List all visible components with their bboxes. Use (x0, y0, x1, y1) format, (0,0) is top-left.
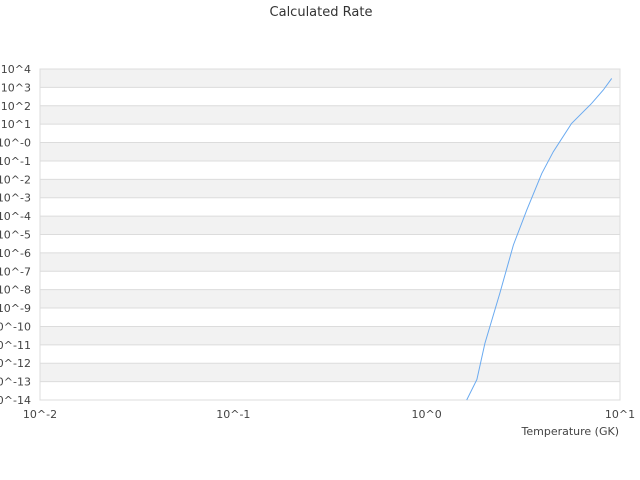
y-tick-label: 10^-0 (0, 137, 31, 150)
y-tick-label: 10^-6 (0, 247, 31, 260)
y-tick-label: 10^2 (1, 100, 31, 113)
y-tick-label: 10^3 (1, 81, 31, 94)
y-tick-label: 10^-10 (0, 320, 31, 333)
grid-band (40, 142, 620, 161)
chart-title: Calculated Rate (270, 5, 373, 20)
y-tick-label: 10^-9 (0, 302, 31, 315)
x-axis-label: Temperature (GK) (521, 425, 620, 438)
y-tick-label: 10^-7 (0, 265, 31, 278)
y-tick-label: 10^1 (1, 118, 31, 131)
y-tick-label: 10^-3 (0, 192, 31, 205)
x-tick-label: 10^0 (412, 408, 442, 421)
y-tick-label: 10^-13 (0, 376, 31, 389)
grid-band (40, 289, 620, 309)
y-tick-label: 10^-8 (0, 284, 31, 297)
y-tick-label: 10^-1 (0, 155, 31, 168)
plot-frame (39, 68, 621, 401)
grid-band (40, 69, 620, 88)
y-tick-label: 10^-14 (0, 394, 31, 407)
x-tick-label: 10^-2 (23, 408, 57, 421)
grid-band (40, 326, 620, 345)
y-tick-label: 10^-11 (0, 339, 31, 352)
rate-series-line (466, 78, 613, 401)
y-tick-label: 10^4 (1, 63, 31, 76)
y-tick-label: 10^-12 (0, 357, 31, 370)
x-tick-label: 10^1 (605, 408, 635, 421)
grid-band (40, 216, 620, 235)
y-tick-label: 10^-5 (0, 229, 31, 242)
grid-band (40, 105, 620, 125)
y-tick-label: 10^-4 (0, 210, 31, 223)
y-tick-label: 10^-2 (0, 173, 31, 186)
grid-band (40, 252, 620, 272)
grid-band (40, 179, 620, 198)
x-tick-label: 10^-1 (216, 408, 250, 421)
grid-band (40, 363, 620, 382)
